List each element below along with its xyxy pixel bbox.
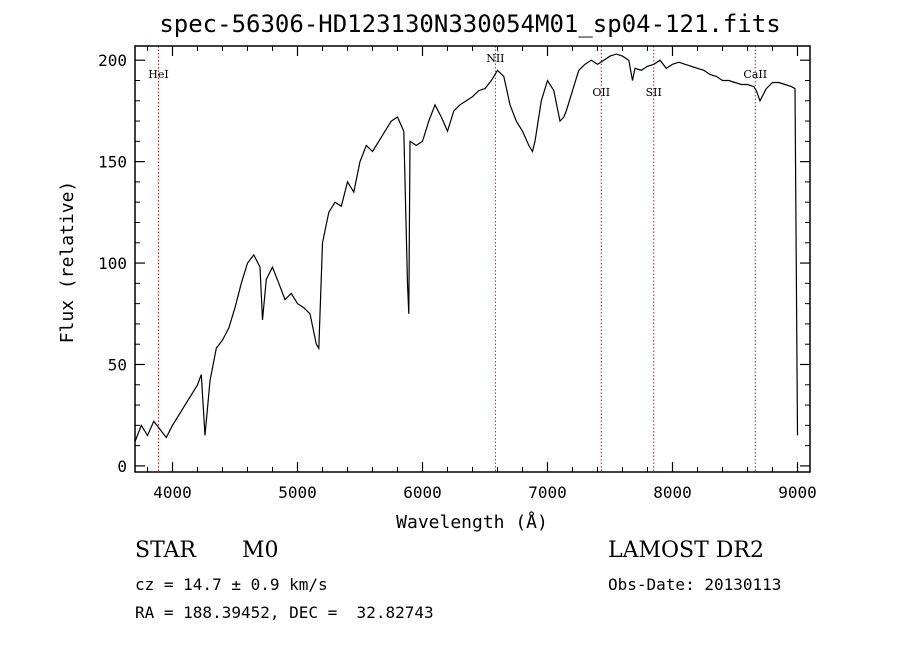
survey-name: LAMOST DR2 bbox=[608, 538, 764, 563]
x-tick-label: 6000 bbox=[403, 483, 442, 502]
y-tick-label: 200 bbox=[98, 51, 127, 70]
marker-label-hei: HeI bbox=[148, 68, 168, 81]
marker-label-oii: OII bbox=[592, 86, 610, 99]
y-axis-label: Flux (relative) bbox=[57, 181, 78, 344]
object-subclass: M0 bbox=[242, 538, 279, 563]
x-tick-label: 4000 bbox=[153, 483, 192, 502]
marker-label-nii: NII bbox=[486, 52, 504, 65]
line-markers: HeI NII OII SII CaII bbox=[148, 46, 767, 472]
plot-frame bbox=[134, 45, 811, 473]
x-tick-label: 8000 bbox=[653, 483, 692, 502]
x-tick-label: 9000 bbox=[778, 483, 817, 502]
object-class: STAR bbox=[135, 538, 196, 563]
y-tick-label: 150 bbox=[98, 153, 127, 172]
axis-ticks: 4000 5000 6000 7000 8000 9000 0 50 100 150 200 bbox=[98, 46, 817, 502]
y-tick-label: 100 bbox=[98, 254, 127, 273]
y-tick-label: 0 bbox=[117, 457, 127, 476]
spectrum-chart: spec-56306-HD123130N330054M01_sp04-121.f… bbox=[57, 10, 817, 533]
marker-label-caii: CaII bbox=[743, 68, 767, 81]
ra-dec: RA = 188.39452, DEC = 32.82743 bbox=[135, 603, 434, 622]
y-tick-label: 50 bbox=[108, 355, 127, 374]
redshift-cz: cz = 14.7 ± 0.9 km/s bbox=[135, 575, 328, 594]
x-tick-label: 7000 bbox=[528, 483, 567, 502]
observation-date: Obs-Date: 20130113 bbox=[608, 575, 782, 594]
spectrum-line bbox=[134, 53, 799, 442]
x-tick-label: 5000 bbox=[278, 483, 317, 502]
chart-title: spec-56306-HD123130N330054M01_sp04-121.f… bbox=[159, 10, 780, 38]
marker-label-sii: SII bbox=[646, 86, 662, 99]
x-axis-label: Wavelength (Å) bbox=[396, 511, 548, 533]
